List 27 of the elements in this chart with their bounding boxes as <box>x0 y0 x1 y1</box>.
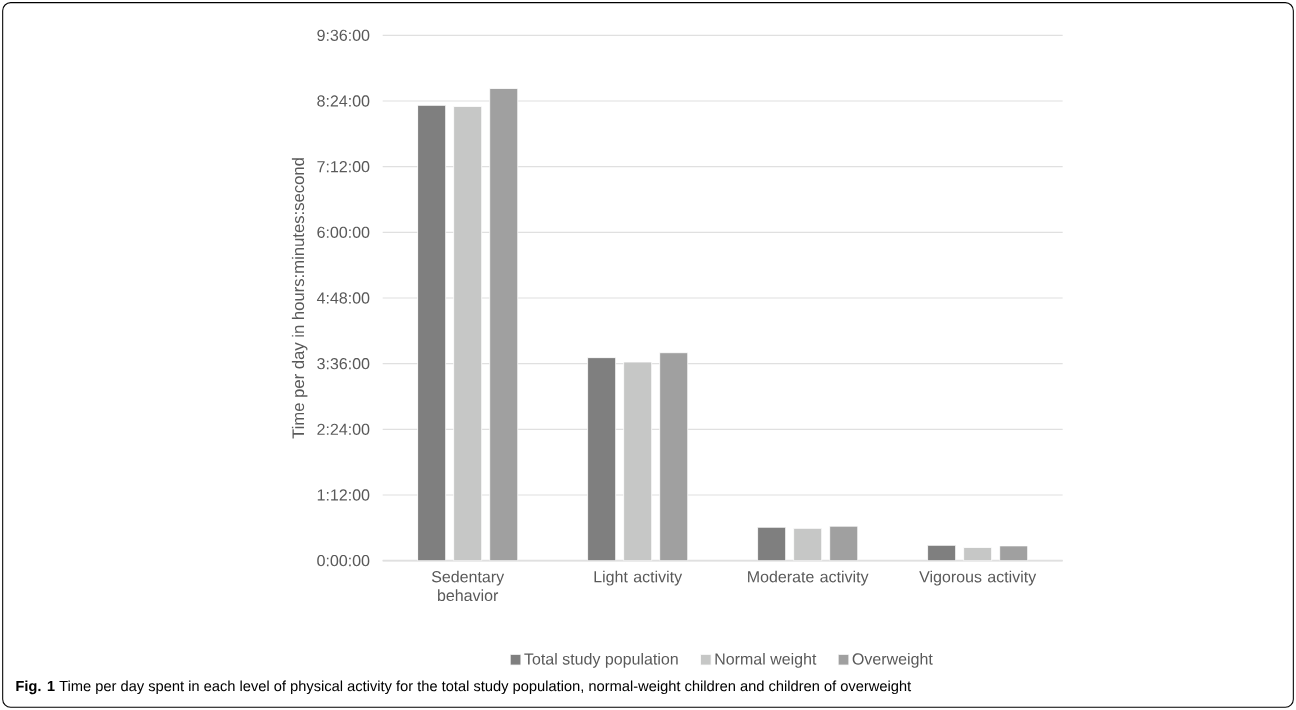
bar <box>623 361 653 561</box>
y-tick-label: 6:00:00 <box>317 226 370 238</box>
bar <box>587 357 617 561</box>
y-tick-label: 2:24:00 <box>317 423 370 435</box>
y-tick-label: 1:12:00 <box>317 489 370 501</box>
bar <box>829 525 859 561</box>
y-tick-label: 7:12:00 <box>317 161 370 173</box>
y-axis-title: Time per day in hours:minutes:second <box>291 158 308 439</box>
bar <box>489 88 519 561</box>
legend-label: Normal weight <box>715 652 817 668</box>
y-tick-label: 4:48:00 <box>316 292 370 304</box>
bar <box>659 352 689 561</box>
legend-label: Overweight <box>852 652 933 668</box>
y-tick-label: 0:00:00 <box>317 554 370 567</box>
bar <box>453 106 483 561</box>
y-tick-label: 3:36:00 <box>317 358 370 370</box>
x-tick-label: Vigorous activity <box>919 570 1037 586</box>
text: Fig. 1 Time per day spent in each level of physical activity for the total study population, normal-weight children and children of overweight <box>16 680 912 695</box>
x-tick-label: Sedentary behavior <box>431 570 505 602</box>
bar <box>757 526 787 561</box>
bar <box>417 104 447 561</box>
x-tick-label: Moderate activity <box>748 570 869 586</box>
y-tick-label: 9:36:00 <box>317 29 370 41</box>
y-tick-label: 8:24:00 <box>317 95 370 107</box>
legend-label: Total study population <box>524 652 678 668</box>
x-tick-label: Light activity <box>594 570 683 586</box>
bar <box>793 527 823 561</box>
